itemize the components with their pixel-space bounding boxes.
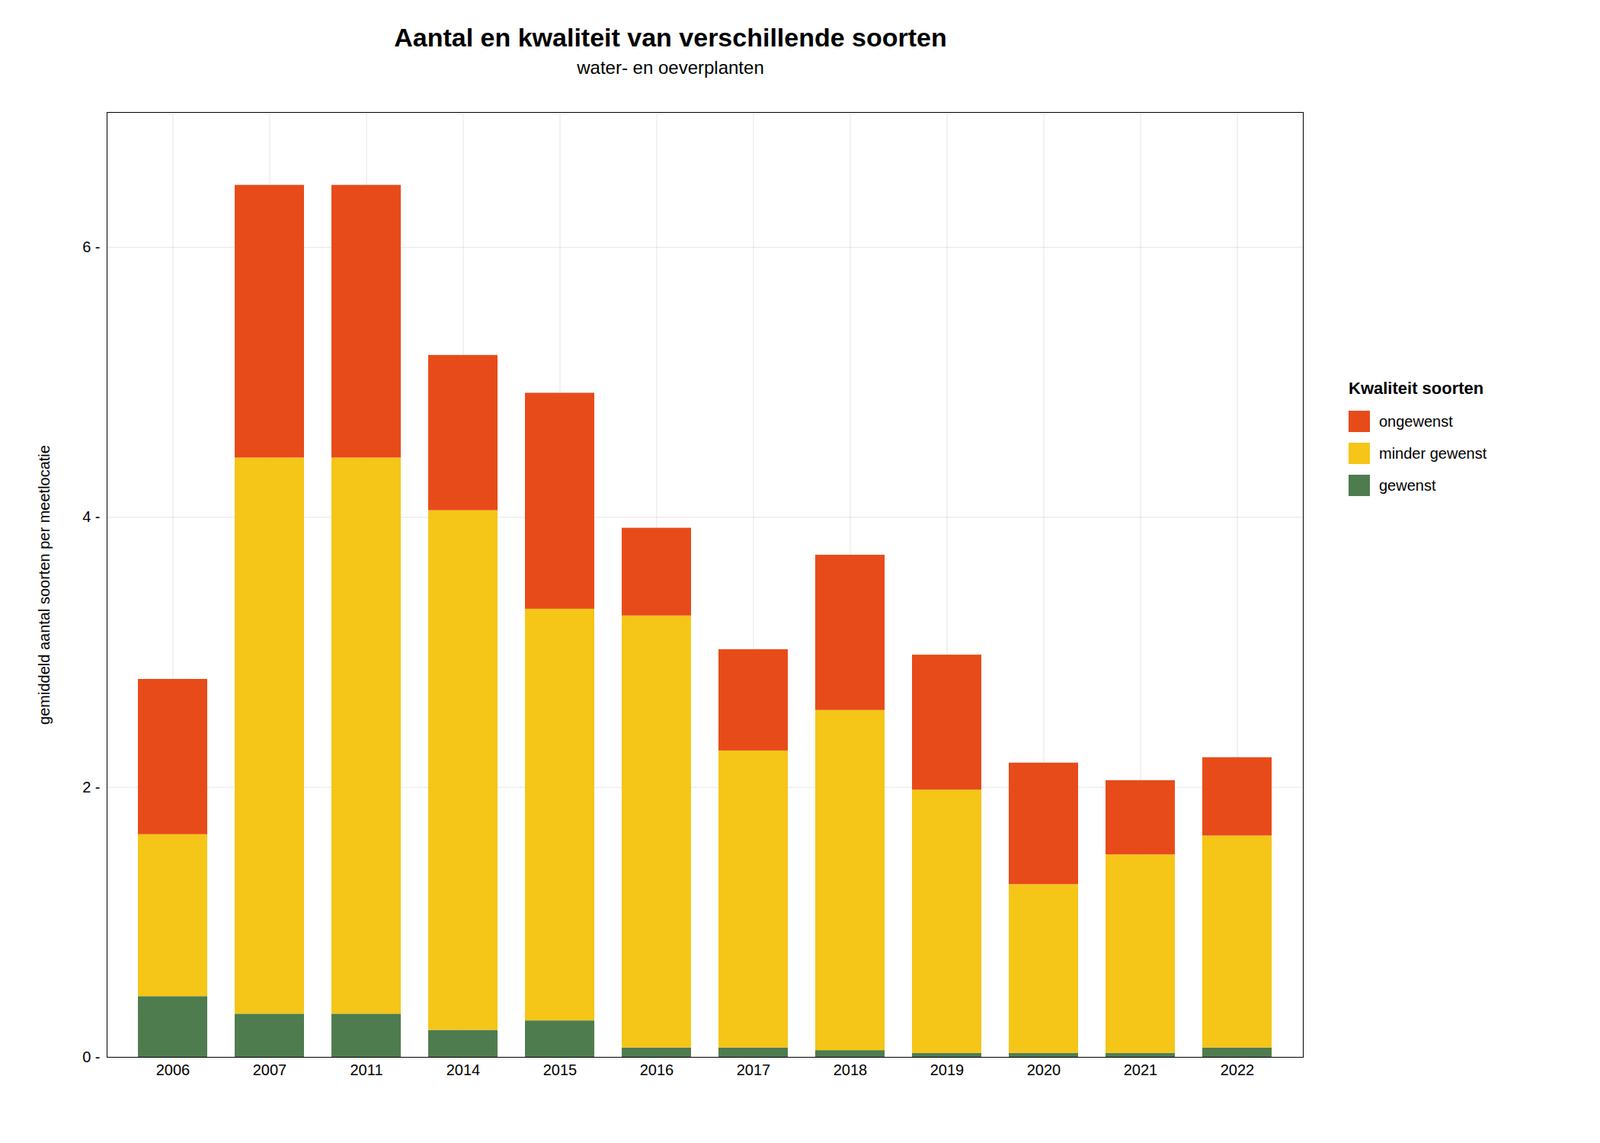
svg-text:2019: 2019 — [930, 1061, 965, 1079]
svg-text:2 -: 2 - — [82, 778, 100, 796]
svg-text:2014: 2014 — [446, 1061, 481, 1079]
svg-text:2007: 2007 — [252, 1061, 288, 1079]
svg-text:gemiddeld aantal soorten per m: gemiddeld aantal soorten per meetlocatie — [35, 444, 53, 725]
svg-text:2018: 2018 — [833, 1061, 868, 1079]
svg-text:2020: 2020 — [1027, 1061, 1062, 1079]
html-text:water- en oeverplanten: water- en oeverplanten — [576, 57, 764, 78]
svg-text:2016: 2016 — [640, 1061, 675, 1079]
html-text:ongewenst: ongewenst — [1379, 412, 1453, 430]
svg-text:2021: 2021 — [1123, 1061, 1159, 1079]
html-text:Kwaliteit soorten: Kwaliteit soorten — [1348, 378, 1484, 398]
svg-text:4 -: 4 - — [82, 508, 100, 525]
svg-text:2017: 2017 — [736, 1061, 772, 1079]
html-text:Aantal en kwaliteit van versch: Aantal en kwaliteit van verschillende so… — [394, 22, 947, 52]
svg-text:2006: 2006 — [156, 1061, 191, 1079]
svg-text:2011: 2011 — [349, 1061, 383, 1079]
svg-text:0 -: 0 - — [82, 1048, 100, 1066]
svg-text:2022: 2022 — [1220, 1061, 1255, 1079]
svg-text:6 -: 6 - — [82, 238, 100, 256]
svg-text:2015: 2015 — [543, 1061, 578, 1079]
html-text:gewenst: gewenst — [1379, 476, 1436, 494]
html-text:minder gewenst: minder gewenst — [1379, 444, 1487, 462]
